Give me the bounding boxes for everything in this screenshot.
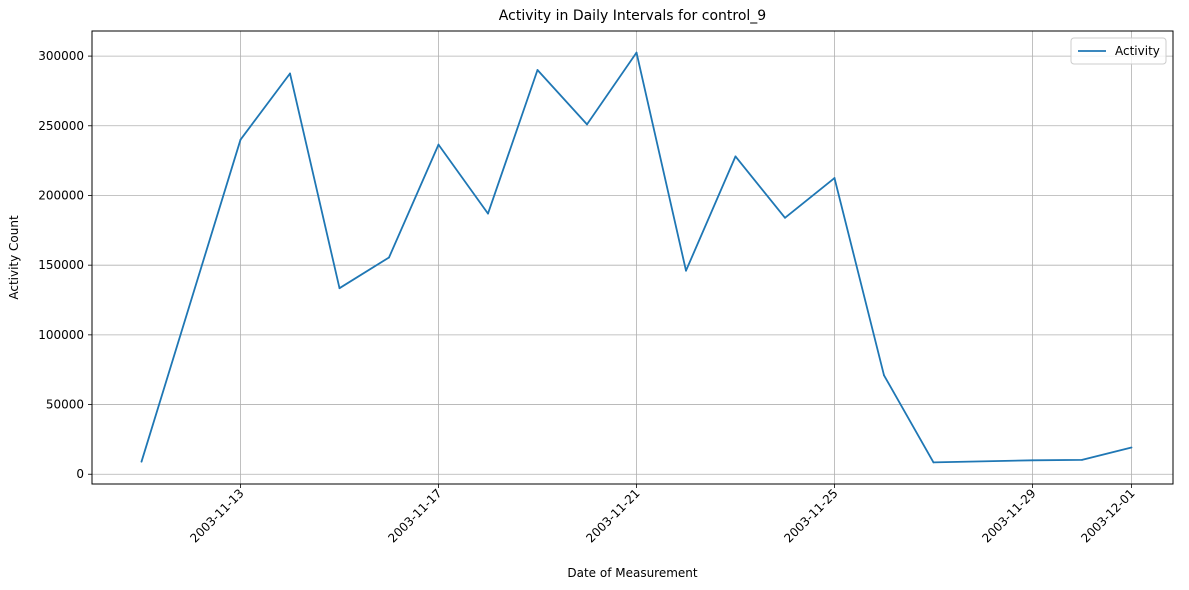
y-tick-label: 0 xyxy=(76,467,84,481)
data-point xyxy=(239,138,242,141)
legend-box xyxy=(1070,37,1167,65)
plot-area xyxy=(91,30,1174,485)
legend: Activity xyxy=(1070,37,1167,65)
y-tick-label: 150000 xyxy=(38,258,84,272)
data-point xyxy=(932,461,935,464)
series-layer xyxy=(140,51,1133,464)
data-point xyxy=(1130,446,1133,449)
data-point xyxy=(536,69,539,71)
y-tick-label: 250000 xyxy=(38,119,84,133)
data-point xyxy=(338,287,341,290)
x-tick-label: 2003-11-21 xyxy=(583,486,642,545)
x-tick-label: 2003-11-17 xyxy=(385,486,444,545)
y-tick-label: 300000 xyxy=(38,49,84,63)
data-point xyxy=(784,216,786,219)
x-tick-label: 2003-12-01 xyxy=(1078,486,1137,545)
x-tick-label: 2003-11-13 xyxy=(187,486,246,545)
grid xyxy=(92,31,1173,484)
data-point xyxy=(289,72,291,75)
legend-label: Activity xyxy=(1115,44,1160,58)
data-point xyxy=(586,123,588,126)
data-point xyxy=(734,155,737,158)
y-tick-label: 50000 xyxy=(46,398,84,412)
y-axis-label: Activity Count xyxy=(7,215,21,300)
x-axis-label: Date of Measurement xyxy=(567,566,698,580)
data-point xyxy=(1081,458,1083,461)
x-tick-label: 2003-11-29 xyxy=(979,486,1038,545)
data-point xyxy=(635,51,638,54)
chart-title: Activity in Daily Intervals for control_… xyxy=(499,8,766,24)
data-point xyxy=(883,374,885,377)
data-point xyxy=(833,177,836,179)
x-tick-label: 2003-11-25 xyxy=(781,486,840,545)
data-point xyxy=(437,143,440,146)
data-point xyxy=(1031,459,1034,462)
data-point xyxy=(487,212,489,215)
data-point xyxy=(388,256,390,259)
y-tick-label: 200000 xyxy=(38,188,84,202)
y-tick-label: 100000 xyxy=(38,328,84,342)
data-point xyxy=(140,460,143,463)
data-point xyxy=(685,269,687,272)
